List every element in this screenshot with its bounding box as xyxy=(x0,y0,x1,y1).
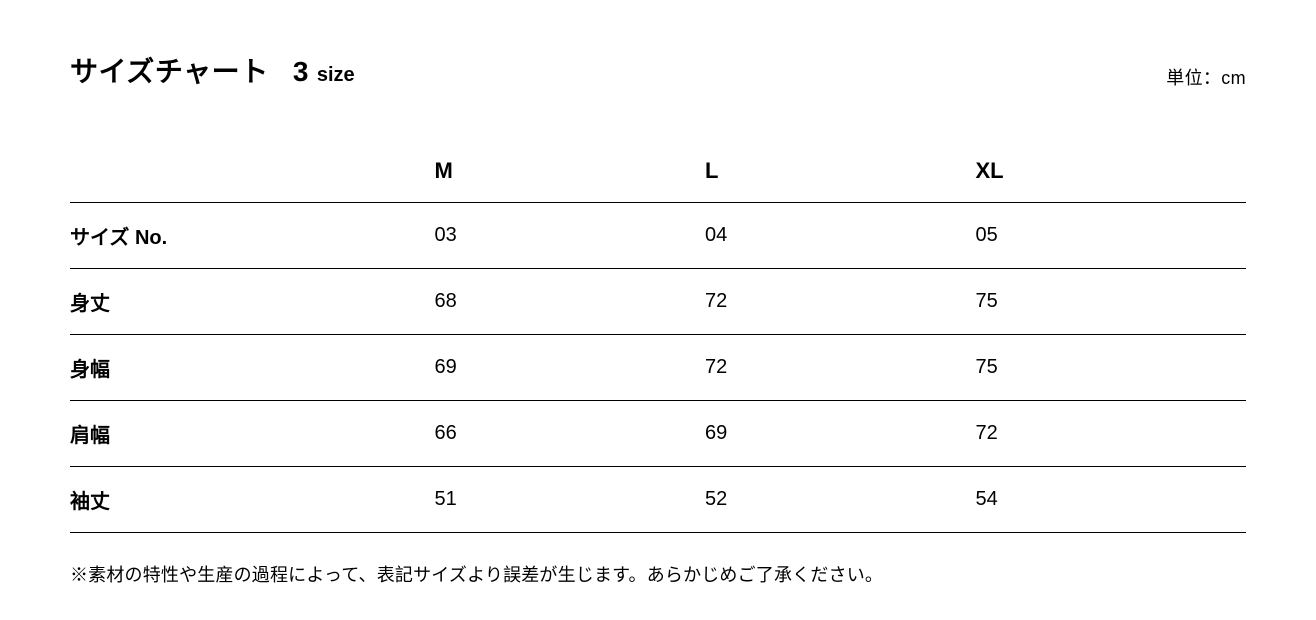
table-row: 身幅 69 72 75 xyxy=(70,335,1246,401)
row-label-size-no: サイズ No. xyxy=(70,203,435,269)
cell-sodetake-m: 51 xyxy=(435,467,705,533)
size-count-suffix: size xyxy=(317,64,355,86)
cell-mitake-m: 68 xyxy=(435,269,705,335)
table-row: 身丈 68 72 75 xyxy=(70,269,1246,335)
cell-mihaba-m: 69 xyxy=(435,335,705,401)
cell-mihaba-xl: 75 xyxy=(975,335,1246,401)
cell-mitake-l: 72 xyxy=(705,269,975,335)
table-row: 袖丈 51 52 54 xyxy=(70,467,1246,533)
cell-mihaba-l: 72 xyxy=(705,335,975,401)
row-label-sodetake: 袖丈 xyxy=(70,467,435,533)
size-count-block: 3 size xyxy=(293,56,355,88)
table-row: サイズ No. 03 04 05 xyxy=(70,203,1246,269)
cell-mitake-xl: 75 xyxy=(975,269,1246,335)
size-chart-table: M L XL サイズ No. 03 04 05 身丈 68 72 75 身幅 6… xyxy=(70,140,1246,533)
cell-katahaba-l: 69 xyxy=(705,401,975,467)
row-label-katahaba: 肩幅 xyxy=(70,401,435,467)
cell-sodetake-l: 52 xyxy=(705,467,975,533)
row-label-mitake: 身丈 xyxy=(70,269,435,335)
row-label-mihaba: 身幅 xyxy=(70,335,435,401)
cell-size-no-xl: 05 xyxy=(975,203,1246,269)
table-header-m: M xyxy=(435,140,705,203)
size-chart-container: サイズチャート 3 size 単位：cm M L XL サイズ No. xyxy=(0,0,1316,617)
main-title: サイズチャート xyxy=(70,50,269,90)
table-row: 肩幅 66 69 72 xyxy=(70,401,1246,467)
footnote: ※素材の特性や生産の過程によって、表記サイズより誤差が生じます。あらかじめご了承… xyxy=(70,561,1246,587)
cell-katahaba-m: 66 xyxy=(435,401,705,467)
table-header-row: M L XL xyxy=(70,140,1246,203)
table-header-l: L xyxy=(705,140,975,203)
size-count: 3 xyxy=(293,56,309,87)
table-header-blank xyxy=(70,140,435,203)
cell-size-no-l: 04 xyxy=(705,203,975,269)
title-block: サイズチャート 3 size xyxy=(70,50,355,90)
cell-size-no-m: 03 xyxy=(435,203,705,269)
header-row: サイズチャート 3 size 単位：cm xyxy=(70,50,1246,90)
table-header-xl: XL xyxy=(975,140,1246,203)
cell-sodetake-xl: 54 xyxy=(975,467,1246,533)
unit-label: 単位：cm xyxy=(1166,64,1246,90)
cell-katahaba-xl: 72 xyxy=(975,401,1246,467)
